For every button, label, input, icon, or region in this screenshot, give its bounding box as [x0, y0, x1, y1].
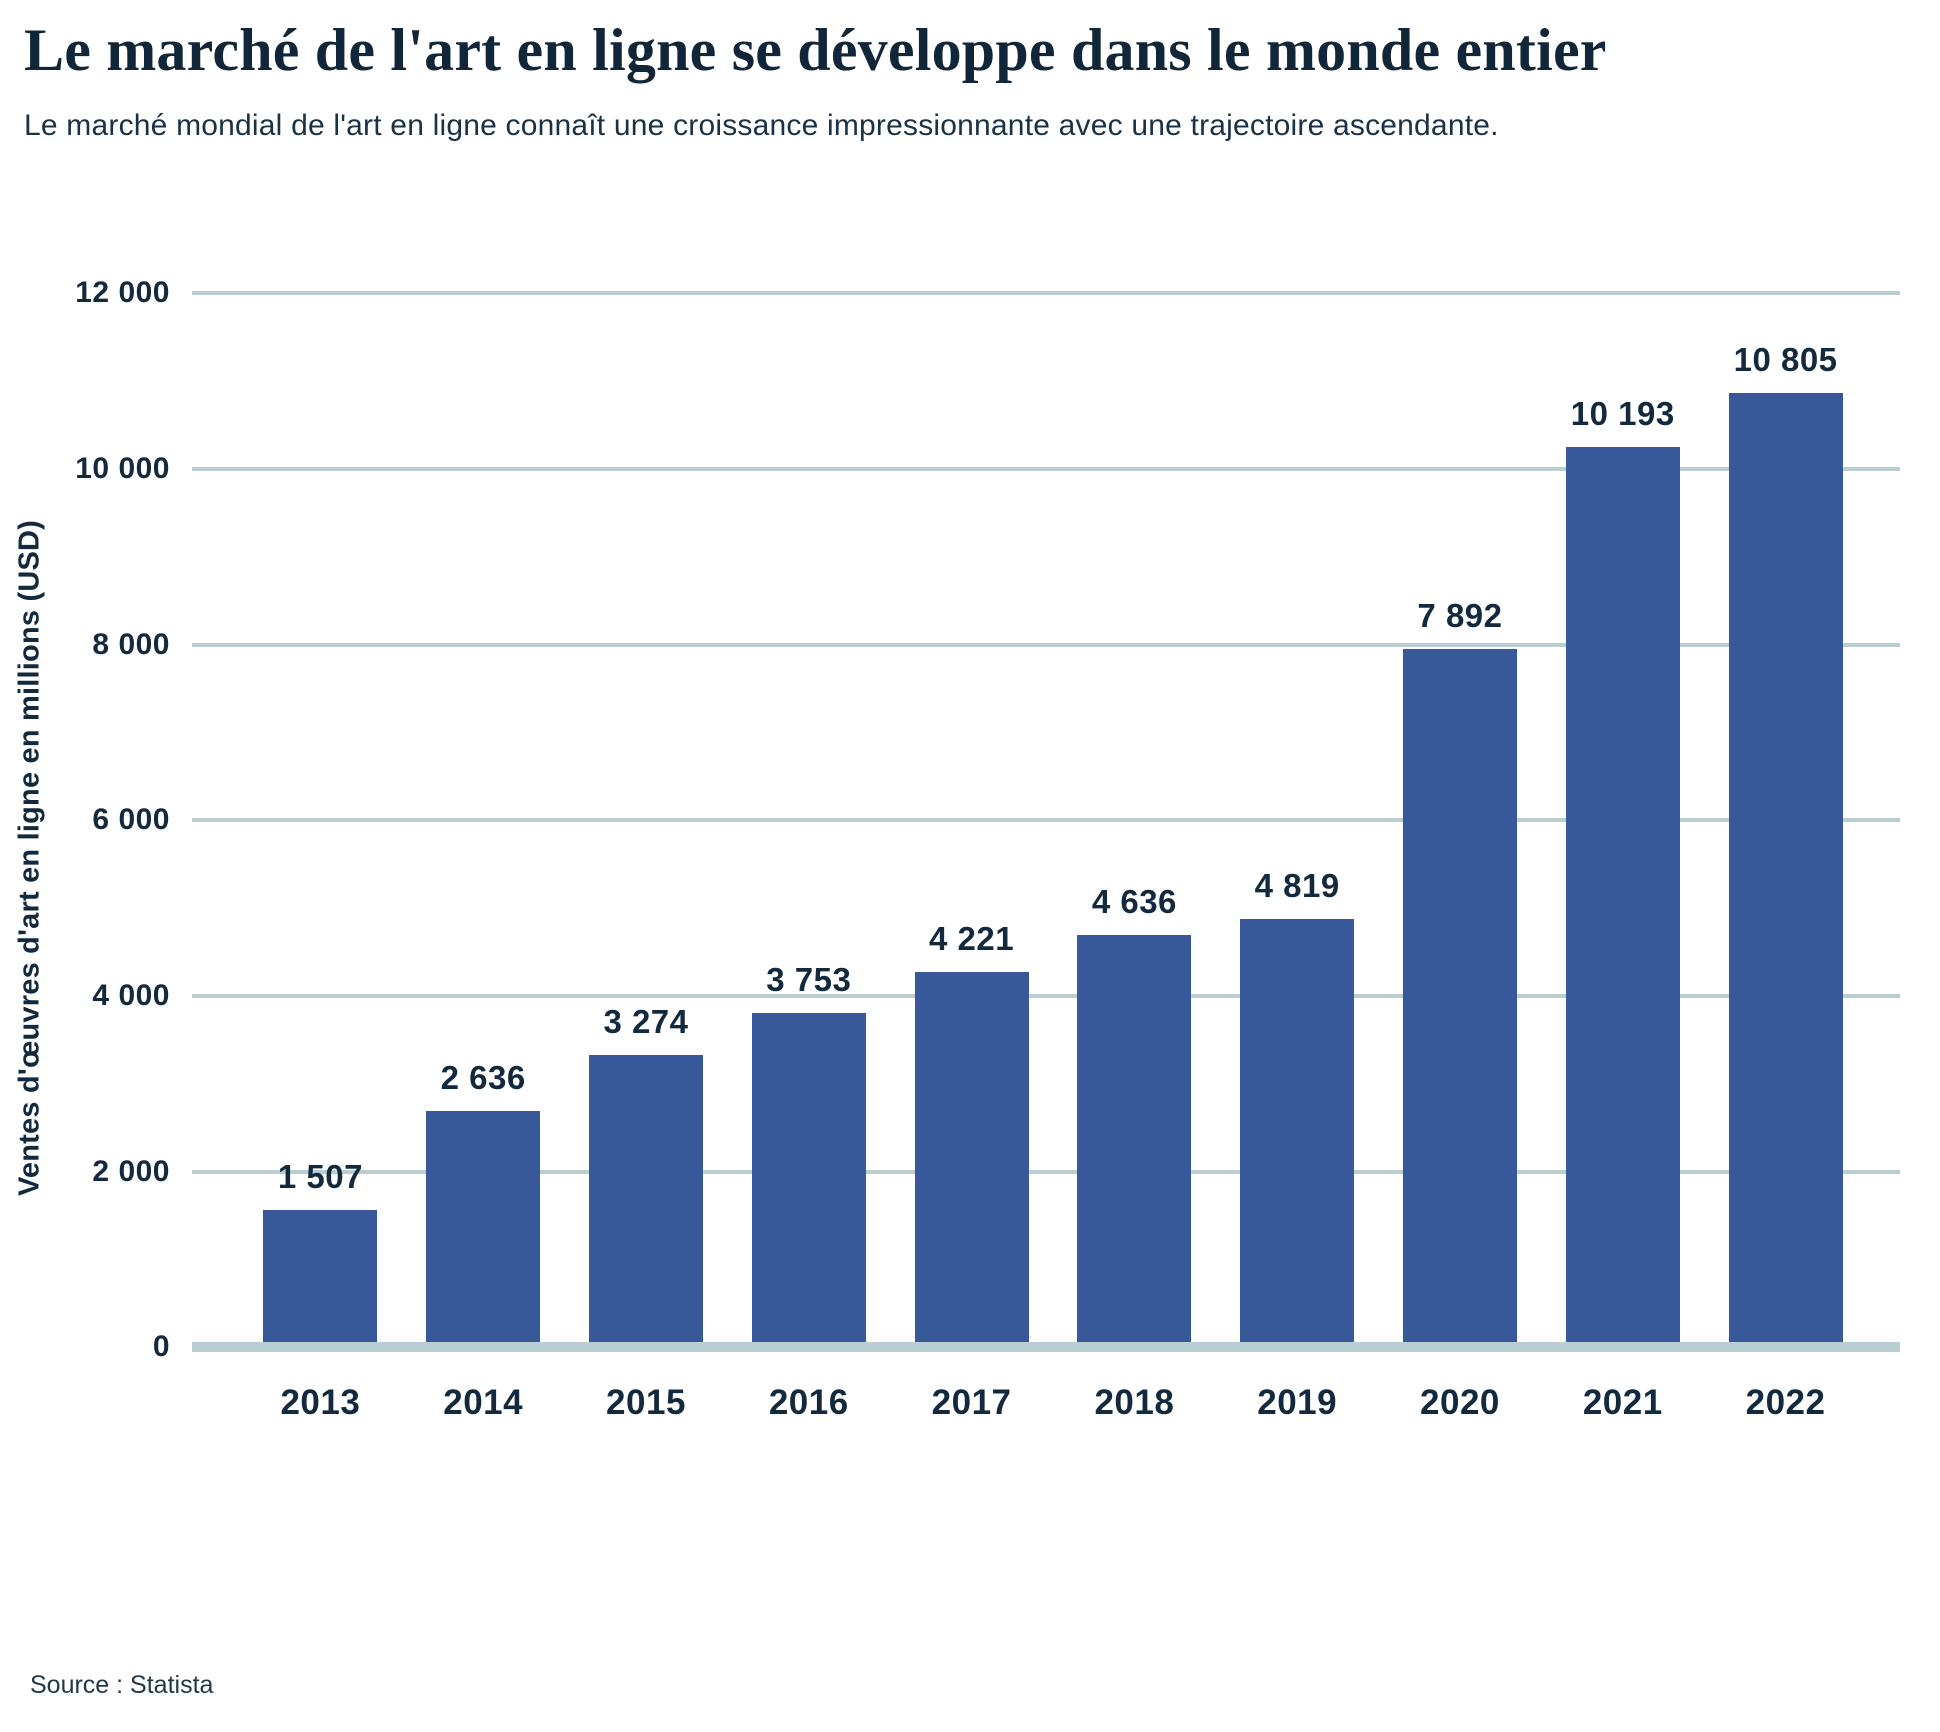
gridline-8000 — [192, 642, 1900, 647]
gridline-2000 — [192, 1169, 1900, 1174]
plot-area: 1 507 2 636 3 274 3 753 4 221 4 636 4 819 7 892… — [192, 291, 1900, 1353]
y-tick-label-0: 0 — [152, 1330, 170, 1364]
bar-2013 — [263, 1209, 378, 1343]
source-label: Source : Statista — [30, 1671, 214, 1699]
y-tick-label-8000: 8 000 — [92, 627, 170, 661]
bar-slot-2014: 2 636 — [402, 1059, 565, 1343]
bar-value-label-2018: 4 636 — [1091, 883, 1177, 920]
bar-slot-2019: 4 819 — [1216, 866, 1379, 1343]
y-axis-ticks: 0 2 000 4 000 6 000 8 000 10 000 12 000 — [60, 276, 170, 1363]
bar-2016 — [751, 1012, 866, 1343]
bar-2015 — [588, 1054, 703, 1343]
bar-slot-2020: 7 892 — [1379, 597, 1542, 1343]
y-tick-label-6000: 6 000 — [92, 803, 170, 837]
bars-container: 1 507 2 636 3 274 3 753 4 221 4 636 4 819 7 892… — [192, 293, 1900, 1343]
gridline-10000 — [192, 466, 1900, 471]
bar-chart: Ventes d'œuvres d'art en ligne en millio… — [0, 276, 1940, 1423]
bar-value-label-2022: 10 805 — [1733, 341, 1838, 379]
gridline-12000 — [192, 291, 1900, 296]
bar-value-label-2020: 7 892 — [1417, 597, 1503, 634]
x-tick-label-2018: 2018 — [1094, 1383, 1175, 1423]
x-tick-label-2014: 2014 — [443, 1383, 524, 1423]
bar-slot-2013: 1 507 — [239, 1157, 402, 1343]
x-tick-label-2016: 2016 — [768, 1383, 849, 1423]
x-tick-label-2017: 2017 — [931, 1383, 1012, 1423]
x-tick-label-2015: 2015 — [606, 1383, 686, 1423]
header: Le marché de l'art en ligne se développe… — [0, 0, 1940, 143]
bar-2017 — [914, 971, 1029, 1343]
bar-value-label-2015: 3 274 — [603, 1002, 689, 1040]
bar-value-label-2016: 3 753 — [766, 960, 852, 998]
bar-slot-2022: 10 805 — [1704, 341, 1867, 1343]
y-tick-label-4000: 4 000 — [92, 978, 170, 1012]
page-title: Le marché de l'art en ligne se développe… — [24, 17, 1607, 83]
bar-slot-2015: 3 274 — [565, 1003, 728, 1343]
x-tick-label-2019: 2019 — [1257, 1383, 1338, 1423]
page-subtitle: Le marché mondial de l'art en ligne conn… — [24, 109, 1499, 143]
footer: Source : Statista — [30, 1671, 213, 1700]
bar-value-label-2019: 4 819 — [1254, 866, 1340, 904]
x-tick-label-2022: 2022 — [1745, 1383, 1826, 1423]
chart-row: Ventes d'œuvres d'art en ligne en millio… — [0, 276, 1940, 1423]
bar-value-label-2013: 1 507 — [277, 1157, 363, 1195]
y-tick-label-10000: 10 000 — [75, 451, 170, 485]
x-tick-label-2021: 2021 — [1582, 1383, 1663, 1423]
x-tick-label-2020: 2020 — [1420, 1383, 1500, 1423]
bar-value-label-2017: 4 221 — [929, 919, 1015, 957]
gridline-6000 — [192, 818, 1900, 823]
x-axis-labels: 2013 2014 2015 2016 2017 2018 2019 2020 2021 2022 — [192, 1383, 1900, 1423]
x-tick-label-2013: 2013 — [280, 1383, 361, 1423]
y-axis-title-column: Ventes d'œuvres d'art en ligne en millio… — [0, 293, 60, 1423]
bar-slot-2018: 4 636 — [1053, 883, 1216, 1343]
bar-2019 — [1240, 918, 1355, 1343]
plot-column: 1 507 2 636 3 274 3 753 4 221 4 636 4 819 7 892… — [192, 291, 1900, 1423]
y-tick-label-12000: 12 000 — [75, 276, 170, 310]
bar-value-label-2021: 10 193 — [1570, 394, 1675, 432]
bar-2022 — [1728, 393, 1843, 1343]
bar-2021 — [1565, 446, 1680, 1343]
y-axis-title: Ventes d'œuvres d'art en ligne en millio… — [13, 520, 46, 1197]
bar-slot-2017: 4 221 — [890, 920, 1053, 1343]
bar-2018 — [1077, 935, 1192, 1343]
bar-slot-2016: 3 753 — [727, 961, 890, 1343]
y-tick-label-2000: 2 000 — [92, 1154, 170, 1188]
bar-2014 — [426, 1110, 541, 1343]
bar-value-label-2014: 2 636 — [440, 1058, 526, 1096]
bar-2020 — [1402, 649, 1517, 1343]
bar-slot-2021: 10 193 — [1541, 394, 1704, 1343]
gridline-4000 — [192, 993, 1900, 998]
x-axis-baseline — [192, 1342, 1900, 1353]
